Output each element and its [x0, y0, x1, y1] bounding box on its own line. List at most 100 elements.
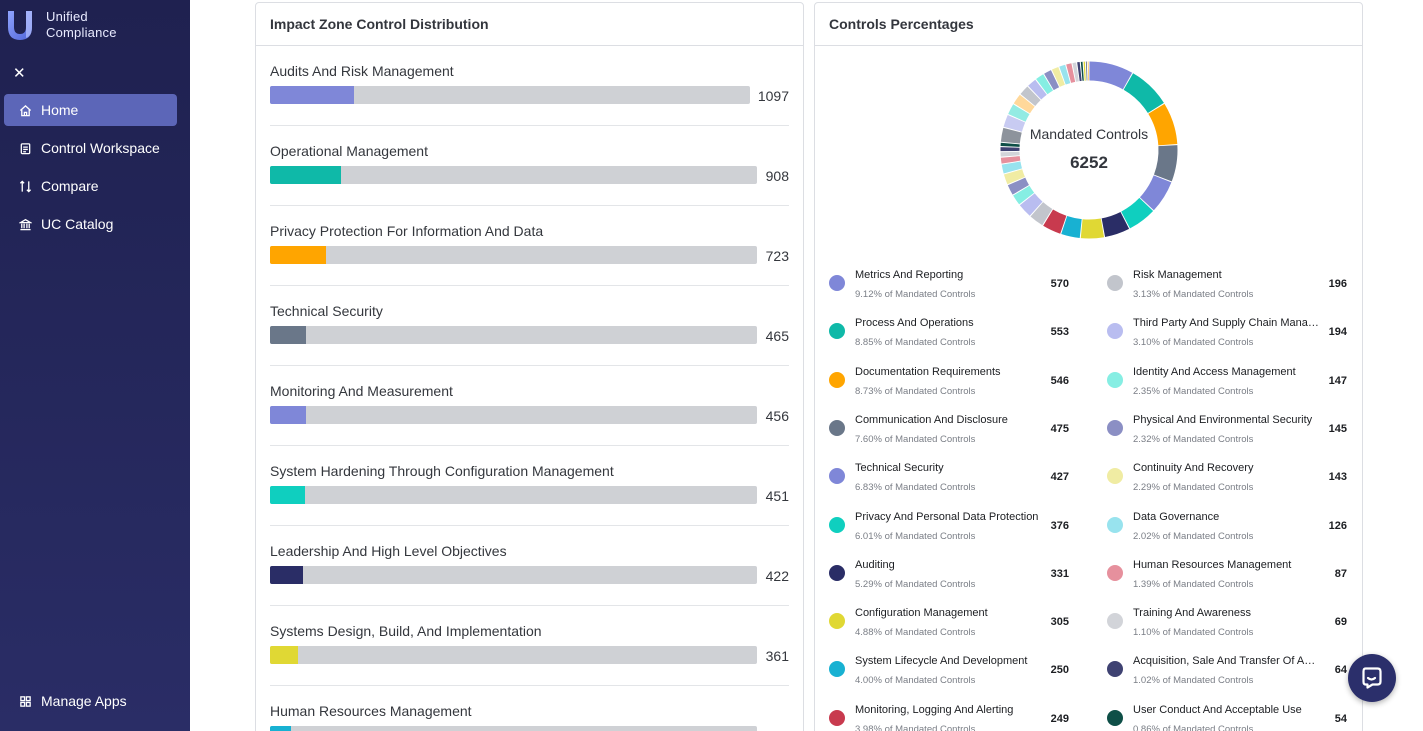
- legend-item[interactable]: Continuity And Recovery 2.29% of Mandated…: [1107, 454, 1347, 494]
- donut-center-label: Mandated Controls: [1029, 126, 1149, 142]
- legend-item-percent: 3.10% of Mandated Controls: [1133, 337, 1254, 349]
- donut-segment[interactable]: [1030, 202, 1053, 226]
- legend-item[interactable]: Acquisition, Sale And Transfer Of Assets…: [1107, 647, 1347, 687]
- legend-item[interactable]: System Lifecycle And Development 4.00% of…: [829, 647, 1069, 687]
- donut-segment[interactable]: [1072, 62, 1079, 82]
- distribution-row[interactable]: Operational Management 908: [270, 126, 789, 206]
- donut-segment[interactable]: [1153, 145, 1178, 182]
- brand-logo[interactable]: Unified Compliance: [5, 9, 117, 41]
- distribution-bar-fill: [270, 406, 306, 424]
- legend-item[interactable]: Documentation Requirements 8.73% of Manda…: [829, 358, 1069, 398]
- legend-color-dot: [1107, 468, 1123, 485]
- donut-segment[interactable]: [1051, 66, 1065, 87]
- donut-segment[interactable]: [1139, 175, 1172, 211]
- legend-item[interactable]: Data Governance 2.02% of Mandated Control…: [1107, 503, 1347, 543]
- legend-item[interactable]: Technical Security 6.83% of Mandated Cont…: [829, 454, 1069, 494]
- distribution-row-label: Human Resources Management: [270, 703, 472, 719]
- donut-segment[interactable]: [1066, 63, 1076, 83]
- legend-item[interactable]: Auditing 5.29% of Mandated Controls 331: [829, 551, 1069, 591]
- donut-segment[interactable]: [1001, 161, 1023, 174]
- donut-segment[interactable]: [1000, 127, 1022, 144]
- workspace-icon: [20, 142, 31, 154]
- legend-item-percent: 1.02% of Mandated Controls: [1133, 675, 1254, 687]
- donut-segment[interactable]: [1059, 64, 1071, 85]
- legend-item-name: Acquisition, Sale And Transfer Of Assets: [1133, 655, 1319, 668]
- legend-item-percent: 1.10% of Mandated Controls: [1133, 627, 1254, 639]
- legend-item[interactable]: Risk Management 3.13% of Mandated Control…: [1107, 261, 1347, 301]
- legend-item[interactable]: Human Resources Management 1.39% of Manda…: [1107, 551, 1347, 591]
- distribution-row[interactable]: Monitoring And Measurement 456: [270, 366, 789, 446]
- brand-name: Unified Compliance: [46, 9, 117, 41]
- donut-segment[interactable]: [1089, 61, 1133, 90]
- donut-segment[interactable]: [1019, 193, 1043, 216]
- legend-item-name: Communication And Disclosure: [855, 413, 1008, 426]
- donut-segment[interactable]: [1148, 103, 1178, 146]
- donut-segment[interactable]: [1080, 218, 1105, 239]
- donut-segment[interactable]: [1000, 155, 1021, 164]
- legend-color-dot: [829, 323, 845, 340]
- legend-item[interactable]: Communication And Disclosure 7.60% of Man…: [829, 406, 1069, 446]
- close-sidebar-icon[interactable]: ✕: [13, 65, 26, 82]
- controls-percentages-card: Controls Percentages Mandated Controls 6…: [814, 2, 1363, 731]
- legend-item[interactable]: Physical And Environmental Security 2.32%…: [1107, 406, 1347, 446]
- distribution-row[interactable]: Audits And Risk Management 1097: [270, 46, 789, 126]
- legend-color-dot: [1107, 661, 1123, 678]
- legend-item-name: Documentation Requirements: [855, 365, 1001, 378]
- legend-item-percent: 4.00% of Mandated Controls: [855, 675, 976, 687]
- donut-segment[interactable]: [1007, 177, 1030, 195]
- sidebar-item-uc-catalog[interactable]: UC Catalog: [4, 208, 177, 240]
- donut-segment[interactable]: [1120, 197, 1154, 229]
- distribution-bar-track: [270, 86, 750, 104]
- distribution-row[interactable]: Privacy Protection For Information And D…: [270, 206, 789, 286]
- legend-item-value: 126: [1328, 519, 1347, 532]
- distribution-row[interactable]: Leadership And High Level Objectives 422: [270, 526, 789, 606]
- distribution-row-label: Privacy Protection For Information And D…: [270, 223, 544, 239]
- donut-segment[interactable]: [1028, 79, 1047, 100]
- legend-item-value: 553: [1050, 326, 1069, 339]
- donut-segment[interactable]: [1003, 169, 1025, 185]
- donut-segment[interactable]: [1013, 94, 1035, 114]
- sidebar-item-manage-apps[interactable]: Manage Apps: [4, 685, 177, 717]
- legend-item[interactable]: Monitoring, Logging And Alerting 3.98% of…: [829, 696, 1069, 731]
- legend-item[interactable]: Privacy And Personal Data Protection 6.01…: [829, 503, 1069, 543]
- donut-segment[interactable]: [1003, 114, 1026, 132]
- legend-item[interactable]: User Conduct And Acceptable Use 0.86% of …: [1107, 696, 1347, 731]
- legend-item[interactable]: Metrics And Reporting 9.12% of Mandated C…: [829, 261, 1069, 301]
- legend-item-value: 427: [1050, 471, 1069, 484]
- legend-item-percent: 7.60% of Mandated Controls: [855, 433, 976, 445]
- donut-segment[interactable]: [1008, 104, 1030, 122]
- donut-segment[interactable]: [1020, 86, 1041, 107]
- legend-item-value: 196: [1328, 278, 1347, 290]
- sidebar-item-home[interactable]: Home: [4, 94, 177, 126]
- donut-segment[interactable]: [1044, 70, 1060, 91]
- donut-svg: [1000, 61, 1178, 239]
- distribution-row-value: 908: [765, 168, 789, 184]
- legend-item-value: 249: [1050, 712, 1069, 725]
- distribution-row-label: System Hardening Through Configuration M…: [270, 463, 614, 479]
- donut-segment[interactable]: [1036, 74, 1054, 95]
- distribution-row[interactable]: System Hardening Through Configuration M…: [270, 446, 789, 526]
- legend-item[interactable]: Identity And Access Management 2.35% of M…: [1107, 358, 1347, 398]
- distribution-row[interactable]: Technical Security 465: [270, 286, 789, 366]
- legend-item[interactable]: Training And Awareness 1.10% of Mandated …: [1107, 599, 1347, 639]
- legend-item-percent: 2.32% of Mandated Controls: [1133, 433, 1254, 445]
- help-chat-button[interactable]: [1348, 654, 1396, 702]
- donut-segment[interactable]: [1043, 209, 1067, 234]
- legend-item[interactable]: Configuration Management 4.88% of Mandate…: [829, 599, 1069, 639]
- legend-item-name: Technical Security: [855, 462, 944, 475]
- brand-line2: Compliance: [46, 25, 117, 40]
- legend-item[interactable]: Third Party And Supply Chain Management 3…: [1107, 309, 1347, 349]
- donut-segment[interactable]: [1101, 211, 1130, 238]
- donut-segment[interactable]: [1123, 73, 1164, 114]
- legend-item[interactable]: Process And Operations 8.85% of Mandated …: [829, 309, 1069, 349]
- distribution-row[interactable]: Systems Design, Build, And Implementatio…: [270, 606, 789, 686]
- donut-segment[interactable]: [1013, 185, 1035, 205]
- distribution-row[interactable]: Human Resources Management 274: [270, 686, 789, 731]
- legend-item-value: 331: [1050, 567, 1069, 580]
- sidebar-item-control-workspace[interactable]: Control Workspace: [4, 132, 177, 164]
- sidebar-nav: Home Control Workspace Compare UC Catalo…: [4, 94, 177, 246]
- legend-item-name: Third Party And Supply Chain Management: [1133, 317, 1319, 330]
- main-content: Impact Zone Control Distribution Audits …: [190, 0, 1423, 731]
- donut-segment[interactable]: [1061, 215, 1082, 239]
- sidebar-item-compare[interactable]: Compare: [4, 170, 177, 202]
